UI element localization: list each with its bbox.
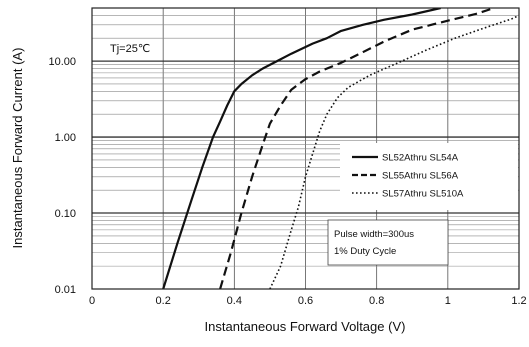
- y-tick-label: 1.00: [55, 132, 76, 144]
- y-tick-label: 0.10: [55, 208, 76, 220]
- x-tick-label: 0.2: [156, 295, 171, 307]
- y-tick-label: 0.01: [55, 284, 76, 296]
- legend: SL52Athru SL54A SL55Athru SL56A SL57Athru …: [340, 143, 518, 210]
- pulse-note-box: [327, 219, 449, 266]
- y-tick-label: 10.00: [48, 56, 76, 68]
- legend-label-3: SL57Athru SL510A: [382, 189, 464, 200]
- x-tick-label: 0.4: [227, 295, 242, 307]
- series-line-1: [162, 8, 441, 289]
- legend-label-2: SL55Athru SL56A: [382, 171, 459, 182]
- x-tick-label: 0: [89, 295, 95, 307]
- series-layer: [162, 8, 519, 289]
- x-tick-label: 1.2: [511, 295, 526, 307]
- pulse-note-line-2: 1% Duty Cycle: [334, 246, 396, 257]
- plot-frame: [91, 7, 520, 290]
- x-tick-label: 1: [445, 295, 451, 307]
- x-axis-title: Instantaneous Forward Voltage (V): [205, 319, 406, 334]
- y-axis-title: Instantaneous Forward Current (A): [10, 48, 25, 249]
- pulse-note-line-1: Pulse width=300us: [334, 229, 414, 240]
- temperature-annotation: Tj=25℃: [110, 43, 150, 55]
- tick-labels: 0 0.2 0.4 0.6 0.8 1 1.2 0.01 0.10 1.00 10.00: [48, 56, 526, 307]
- x-tick-label: 0.8: [369, 295, 384, 307]
- x-tick-label: 0.6: [298, 295, 313, 307]
- series-line-2: [219, 8, 495, 289]
- pulse-note: Pulse width=300us 1% Duty Cycle: [327, 219, 449, 266]
- legend-box: [340, 143, 518, 210]
- legend-label-1: SL52Athru SL54A: [382, 153, 459, 164]
